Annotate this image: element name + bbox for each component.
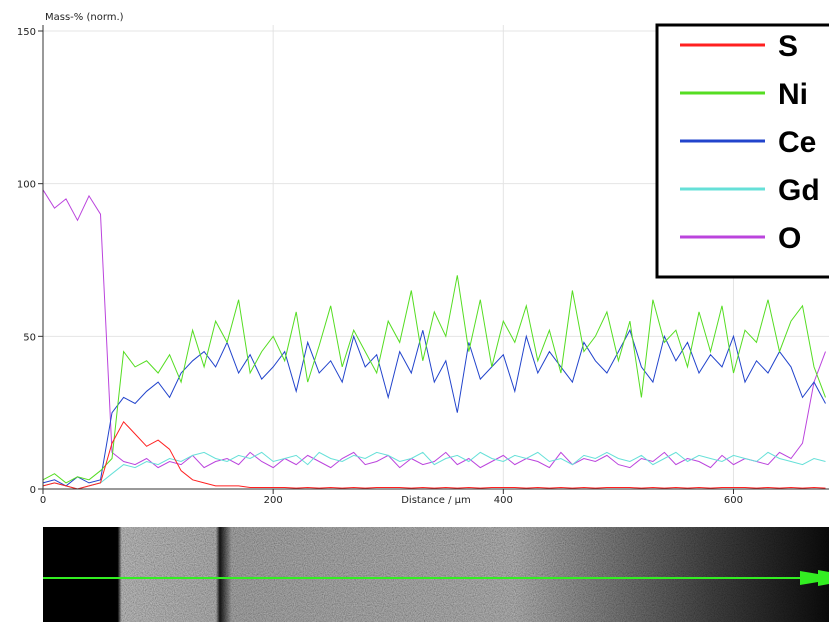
- legend-label: Gd: [778, 174, 820, 207]
- y-tick-label: 0: [30, 485, 36, 496]
- y-axis-label: Mass-% (norm.): [45, 12, 124, 23]
- legend-label: O: [778, 222, 801, 255]
- series-line: [42, 189, 826, 469]
- y-tick-label: 100: [17, 180, 36, 191]
- series-line: [42, 328, 826, 487]
- x-tick-label: 200: [264, 495, 283, 506]
- legend-box: [655, 23, 829, 279]
- x-tick-label: 400: [494, 495, 513, 506]
- legend-label: S: [778, 30, 798, 63]
- lines: [42, 189, 826, 490]
- series-line: [42, 275, 826, 484]
- y-tick-label: 150: [17, 27, 36, 38]
- legend: S Ni Ce Gd O: [655, 23, 829, 279]
- sem-image: [43, 527, 829, 622]
- series-line: [42, 420, 826, 490]
- image-shade: [43, 527, 829, 622]
- scan-arrow: [800, 570, 829, 586]
- legend-label: Ce: [778, 126, 816, 159]
- x-tick-label: 600: [724, 495, 743, 506]
- x-tick-label: 0: [40, 495, 46, 506]
- y-tick-label: 50: [23, 332, 36, 343]
- series-line: [42, 451, 826, 490]
- x-axis-label: Distance / µm: [401, 495, 471, 506]
- legend-label: Ni: [778, 78, 808, 111]
